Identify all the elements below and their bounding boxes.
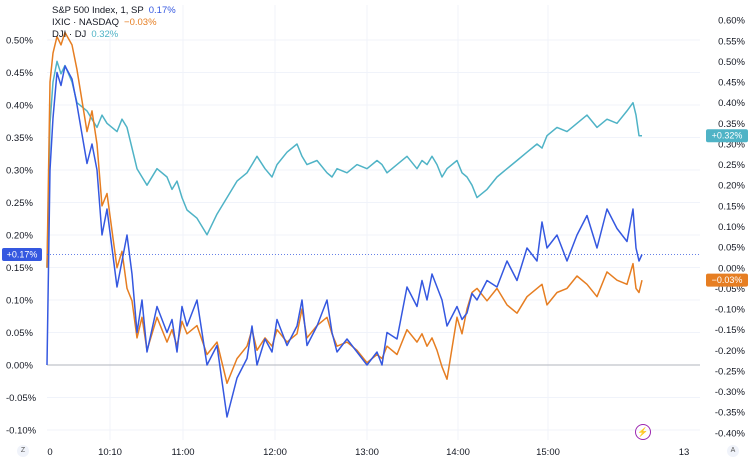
left-tick-label: 0.40% [6, 101, 33, 112]
right-tick-label: -0.05% [715, 284, 746, 295]
left-tick-label: 0.15% [6, 263, 33, 274]
right-tick-label: 0.60% [718, 16, 745, 27]
gridlines [47, 5, 700, 440]
zoom-button[interactable]: Z [17, 445, 29, 457]
right-tick-label: -0.10% [715, 305, 746, 316]
right-tick-label: -0.30% [715, 387, 746, 398]
right-tick-label: 0.45% [718, 78, 745, 89]
x-tick-label: 14:00 [446, 447, 470, 458]
legend-sp[interactable]: S&P 500 Index, 1, SP 0.17% [52, 5, 176, 17]
left-tick-label: 0.30% [6, 166, 33, 177]
dji-last-value-tag [706, 129, 748, 143]
left-tick-label: -0.05% [6, 393, 37, 404]
left-tick-label: 0.20% [6, 231, 33, 242]
legend: S&P 500 Index, 1, SP 0.17% IXIC · NASDAQ −… [52, 5, 176, 41]
legend-dji-name: DJI · DJ [52, 29, 87, 40]
x-tick-label: 15:00 [536, 447, 560, 458]
right-tick-label: 0.10% [718, 222, 745, 233]
legend-ixic-name: IXIC · NASDAQ [52, 17, 120, 28]
right-axis: 0.60% 0.55% 0.50% 0.45% 0.40% 0.35% 0.30% 0.25%… [715, 16, 746, 440]
legend-ixic-value: −0.03% [124, 17, 157, 28]
left-tick-label: 0.25% [6, 198, 33, 209]
left-tick-label: 0.00% [6, 361, 33, 372]
x-tick-label: 12:00 [263, 447, 287, 458]
right-tick-label: -0.25% [715, 366, 746, 377]
left-tick-label: 0.05% [6, 328, 33, 339]
lightning-icon[interactable]: ⚡ [635, 424, 651, 440]
right-tick-label: 0.40% [718, 98, 745, 109]
right-tick-label: -0.20% [715, 346, 746, 357]
series-line-ixic [46, 31, 643, 385]
auto-scale-button[interactable]: A [727, 445, 739, 457]
series-line-sp [46, 65, 643, 418]
series-line-dji [46, 60, 642, 268]
legend-dji-value: 0.32% [91, 29, 119, 40]
x-tick-label: 11:00 [171, 447, 194, 458]
left-tick-label: 0.10% [6, 296, 33, 307]
x-tick-label: 13:00 [355, 447, 379, 458]
ixic-last-value-label: −0.03% [712, 275, 743, 285]
legend-sp-name: S&P 500 Index, 1, SP [52, 5, 144, 16]
dji-last-value-label: +0.32% [712, 131, 743, 141]
x-tick-label: 10:10 [98, 447, 122, 458]
x-tick-label: 13 [679, 447, 690, 458]
right-tick-label: 0.05% [718, 243, 745, 254]
left-tick-label: 0.35% [6, 133, 33, 144]
sp-last-value-label: +0.17% [7, 250, 38, 260]
right-tick-label: 0.55% [718, 36, 745, 47]
right-tick-label: 0.15% [718, 201, 745, 212]
right-tick-label: -0.35% [715, 408, 746, 419]
series-lines [46, 31, 700, 418]
right-tick-label: 0.20% [718, 181, 745, 192]
x-tick-label: 0 [47, 447, 52, 458]
right-tick-label: 0.00% [718, 263, 745, 274]
right-tick-label: 0.25% [718, 160, 745, 171]
left-tick-label: 0.50% [6, 36, 33, 47]
sp-last-value-tag [2, 248, 42, 261]
left-tick-label: -0.10% [6, 426, 37, 437]
left-tick-label: 0.45% [6, 68, 33, 79]
last-value-tags: +0.32% −0.03% +0.17% [2, 129, 748, 287]
ixic-last-value-tag [706, 273, 748, 287]
left-axis: 0.50% 0.45% 0.40% 0.35% 0.30% 0.25% 0.20% 0.15%… [6, 36, 37, 437]
right-tick-label: 0.50% [718, 57, 745, 68]
right-tick-label: 0.35% [718, 119, 745, 130]
time-axis: 0 10:10 11:00 12:00 13:00 14:00 15:00 13 [47, 447, 689, 458]
legend-dji[interactable]: DJI · DJ 0.32% [52, 29, 176, 41]
legend-ixic[interactable]: IXIC · NASDAQ −0.03% [52, 17, 176, 29]
right-tick-label: -0.15% [715, 325, 746, 336]
right-tick-label: -0.40% [715, 428, 746, 439]
legend-sp-value: 0.17% [148, 5, 176, 16]
right-tick-label: 0.30% [718, 139, 745, 150]
